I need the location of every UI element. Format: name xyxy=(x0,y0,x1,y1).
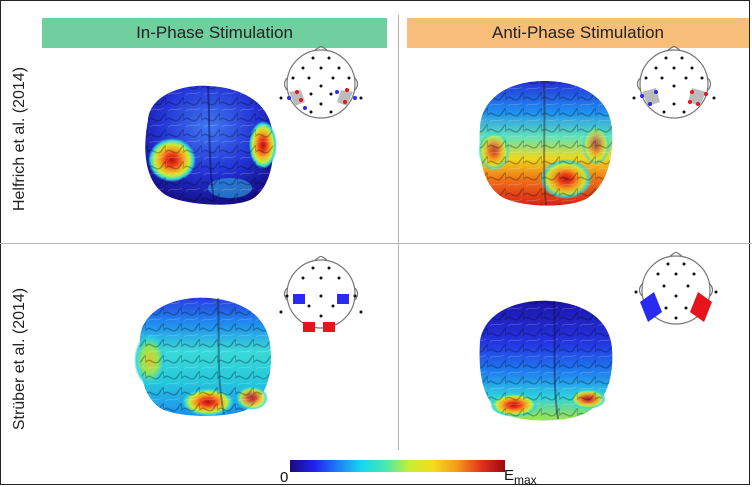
electrode-map-strueber-in-phase xyxy=(279,256,363,332)
row-label-helfrich: Helfrich et al. (2014) xyxy=(11,66,28,212)
colorbar-max-label: Emax xyxy=(504,467,537,487)
column-divider xyxy=(398,15,399,450)
electrode-map-helfrich-in-phase xyxy=(279,46,363,119)
colorbar-gradient xyxy=(290,460,505,472)
brain-helfrich-anti-phase xyxy=(478,80,613,206)
colorbar-min-label: 0 xyxy=(280,469,289,486)
in-phase-header: In-Phase Stimulation xyxy=(42,18,387,48)
brain-strueber-in-phase xyxy=(134,297,271,416)
row-divider xyxy=(0,243,752,244)
electrode-map-strueber-anti-phase xyxy=(634,252,718,325)
anti-phase-header: Anti-Phase Stimulation xyxy=(407,18,749,48)
electrode-map-helfrich-anti-phase xyxy=(632,46,716,119)
row-label-strueber: Strüber et al. (2014) xyxy=(11,287,28,431)
brain-strueber-anti-phase xyxy=(479,300,613,421)
brain-helfrich-in-phase xyxy=(145,85,277,205)
